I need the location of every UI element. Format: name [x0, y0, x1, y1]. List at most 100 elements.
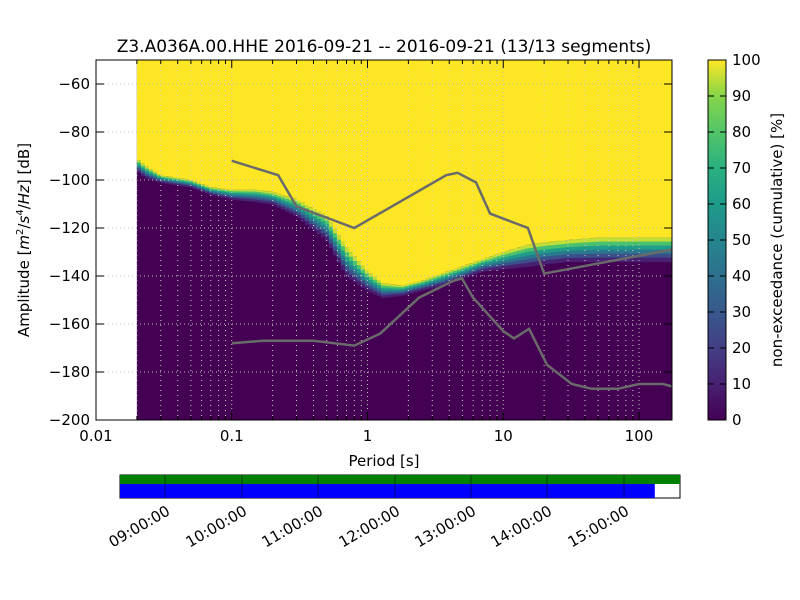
heatmap-cell — [592, 237, 598, 243]
heatmap-cell — [476, 262, 482, 265]
heatmap-cell — [592, 253, 598, 259]
heatmap-cell — [452, 268, 458, 272]
heatmap-column — [452, 60, 458, 269]
heatmap-cell — [620, 237, 626, 243]
heatmap-cell — [168, 179, 174, 181]
heatmap-column — [440, 60, 446, 274]
heatmap-cell — [140, 169, 146, 173]
heatmap-cell — [376, 287, 382, 291]
heatmap-cell — [172, 182, 178, 184]
heatmap-cell — [212, 191, 218, 194]
heatmap-cell — [192, 186, 198, 188]
heatmap-cell — [284, 203, 290, 207]
heatmap-cell — [252, 199, 258, 203]
heatmap-column — [140, 60, 146, 164]
heatmap-cell — [272, 192, 278, 196]
heatmap-cell — [420, 281, 426, 285]
heatmap-cell — [668, 237, 672, 243]
heatmap-cell — [424, 283, 430, 287]
heatmap-cell — [304, 221, 310, 225]
heatmap-cell — [584, 253, 590, 259]
heatmap-cell — [292, 209, 298, 213]
heatmap-cell — [448, 278, 454, 281]
heatmap-cell — [408, 291, 414, 294]
heatmap-cell — [224, 196, 230, 199]
heatmap-cell — [268, 199, 274, 203]
heatmap-cell — [160, 181, 166, 184]
heatmap-cell — [544, 249, 550, 254]
heatmap-cell — [160, 175, 166, 178]
heatmap-cell — [280, 204, 286, 208]
heatmap-cell — [508, 255, 514, 260]
heatmap-column — [164, 60, 170, 177]
heatmap-cell — [372, 285, 378, 289]
heatmap-cell — [576, 257, 582, 263]
heatmap-column — [596, 60, 602, 238]
heatmap-cell — [140, 163, 146, 167]
heatmap-cell — [256, 198, 262, 201]
heatmap-cell — [172, 181, 178, 183]
heatmap-cell — [432, 281, 438, 284]
heatmap-cell — [180, 179, 186, 182]
heatmap-cell — [160, 179, 166, 181]
heatmap-cell — [664, 249, 670, 255]
heatmap-cell — [148, 170, 154, 174]
heatmap-cell — [372, 288, 378, 292]
heatmap-cell — [248, 199, 254, 202]
heatmap-column — [136, 60, 142, 161]
heatmap-cell — [348, 252, 354, 258]
heatmap-cell — [664, 241, 670, 247]
heatmap-cell — [200, 189, 206, 191]
heatmap-cell — [296, 212, 302, 216]
heatmap-cell — [488, 260, 494, 264]
heatmap-cell — [464, 270, 470, 274]
heatmap-cell — [428, 277, 434, 280]
heatmap-cell — [548, 245, 554, 250]
heatmap-cell — [556, 258, 562, 264]
heatmap-cell — [500, 252, 506, 256]
heatmap-cell — [452, 274, 458, 278]
heatmap-column — [652, 60, 658, 238]
heatmap-cell — [168, 182, 174, 185]
heatmap-cell — [476, 260, 482, 263]
heatmap-cell — [412, 284, 418, 287]
heatmap-cell — [404, 284, 410, 287]
heatmap-cell — [632, 237, 638, 243]
heatmap-cell — [572, 239, 578, 244]
heatmap-column — [224, 60, 230, 190]
heatmap-cell — [156, 174, 162, 176]
heatmap-cell — [388, 294, 394, 298]
heatmap-cell — [188, 182, 194, 185]
heatmap-cell — [388, 284, 394, 287]
heatmap-cell — [620, 245, 626, 251]
heatmap-cell — [252, 191, 258, 195]
heatmap-cell — [236, 193, 242, 196]
colorbar-tick-label: 50 — [732, 231, 751, 249]
heatmap-column — [264, 60, 270, 192]
heatmap-cell — [580, 238, 586, 244]
heatmap-cell — [268, 193, 274, 197]
heatmap-cell — [212, 187, 218, 190]
heatmap-cell — [396, 293, 402, 297]
x-axis-label: Period [s] — [348, 452, 419, 470]
heatmap-cell — [496, 258, 502, 262]
heatmap-cell — [520, 263, 526, 268]
heatmap-cell — [216, 194, 222, 197]
heatmap-cell — [596, 237, 602, 243]
colorbar-tick-label: 80 — [732, 123, 751, 141]
heatmap-column — [392, 60, 398, 285]
heatmap-cell — [312, 220, 318, 225]
heatmap-column — [564, 60, 570, 241]
heatmap-cell — [568, 250, 574, 255]
heatmap-cell — [544, 252, 550, 258]
heatmap-cell — [640, 245, 646, 251]
heatmap-column — [316, 60, 322, 212]
heatmap-cell — [332, 233, 338, 239]
heatmap-cell — [528, 247, 534, 252]
heatmap-cell — [600, 237, 606, 243]
heatmap-cell — [144, 168, 150, 171]
heatmap-cell — [380, 290, 386, 294]
heatmap-cell — [204, 185, 210, 188]
heatmap-cell — [276, 198, 282, 202]
heatmap-cell — [204, 190, 210, 193]
